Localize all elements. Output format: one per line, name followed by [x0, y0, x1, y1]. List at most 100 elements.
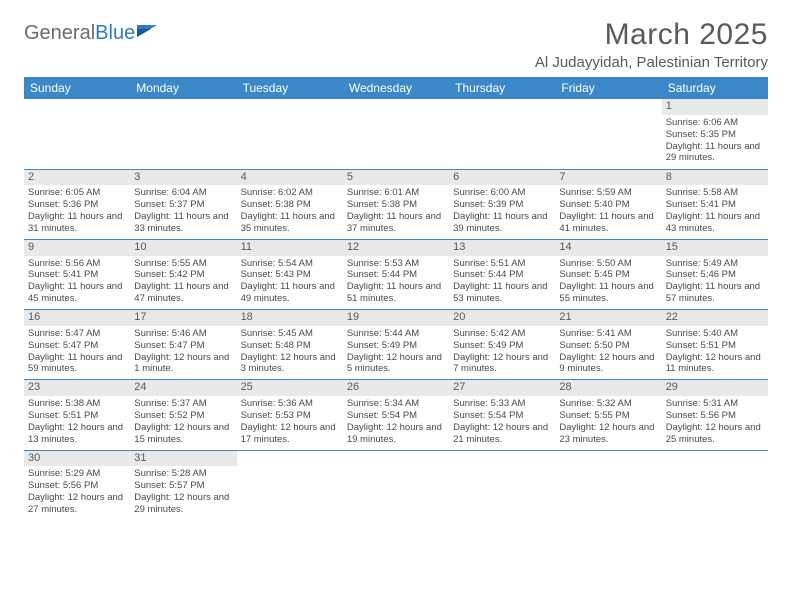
calendar-cell: 13Sunrise: 5:51 AMSunset: 5:44 PMDayligh…: [449, 239, 555, 309]
calendar-cell: 26Sunrise: 5:34 AMSunset: 5:54 PMDayligh…: [343, 380, 449, 450]
calendar-row: 1 Sunrise: 6:06 AMSunset: 5:35 PMDaylight…: [24, 99, 768, 169]
day-number: 14: [555, 240, 661, 256]
day-number: 31: [130, 451, 236, 467]
calendar-cell: 12 Sunrise: 5:53 AMSunset: 5:44 PMDayligh…: [343, 239, 449, 309]
calendar-cell: [449, 450, 555, 520]
day-data: Sunrise: 5:53 AMSunset: 5:44 PMDaylight:…: [347, 258, 445, 306]
weekday-header: Friday: [555, 77, 661, 99]
calendar-cell: [449, 99, 555, 169]
calendar-row: 23Sunrise: 5:38 AMSunset: 5:51 PMDayligh…: [24, 380, 768, 450]
day-number: 20: [449, 310, 555, 326]
title-block: March 2025 Al Judayyidah, Palestinian Te…: [535, 18, 768, 71]
day-data: Sunrise: 5:32 AMSunset: 5:55 PMDaylight:…: [559, 398, 657, 446]
day-number: 22: [662, 310, 768, 326]
day-number: 28: [555, 380, 661, 396]
weekday-header: Wednesday: [343, 77, 449, 99]
day-number: 4: [237, 170, 343, 186]
calendar-cell: 28 Sunrise: 5:32 AMSunset: 5:55 PMDayligh…: [555, 380, 661, 450]
day-number: 3: [130, 170, 236, 186]
day-data: Sunrise: 5:28 AMSunset: 5:57 PMDaylight:…: [134, 468, 232, 516]
day-data: Sunrise: 5:44 AMSunset: 5:49 PMDaylight:…: [347, 328, 445, 376]
calendar-cell: [555, 450, 661, 520]
day-data: Sunrise: 5:46 AMSunset: 5:47 PMDaylight:…: [134, 328, 232, 376]
day-number: 6: [449, 170, 555, 186]
calendar-cell: [555, 99, 661, 169]
weekday-header: Saturday: [662, 77, 768, 99]
calendar-row: 30Sunrise: 5:29 AMSunset: 5:56 PMDayligh…: [24, 450, 768, 520]
calendar-cell: 25 Sunrise: 5:36 AMSunset: 5:53 PMDayligh…: [237, 380, 343, 450]
calendar-cell: 2Sunrise: 6:05 AMSunset: 5:36 PMDaylight…: [24, 169, 130, 239]
day-number: 18: [237, 310, 343, 326]
day-data: Sunrise: 5:36 AMSunset: 5:53 PMDaylight:…: [241, 398, 339, 446]
flag-icon: [137, 23, 159, 44]
day-number: 25: [237, 380, 343, 396]
day-data: Sunrise: 5:55 AMSunset: 5:42 PMDaylight:…: [134, 258, 232, 306]
weekday-header: Sunday: [24, 77, 130, 99]
calendar-cell: 19Sunrise: 5:44 AMSunset: 5:49 PMDayligh…: [343, 310, 449, 380]
day-number: 13: [449, 240, 555, 256]
day-data: Sunrise: 6:01 AMSunset: 5:38 PMDaylight:…: [347, 187, 445, 235]
day-number: 8: [662, 170, 768, 186]
page-title: March 2025: [535, 18, 768, 52]
day-number: 2: [24, 170, 130, 186]
day-data: Sunrise: 5:31 AMSunset: 5:56 PMDaylight:…: [666, 398, 764, 446]
calendar-cell: 3Sunrise: 6:04 AMSunset: 5:37 PMDaylight…: [130, 169, 236, 239]
day-data: Sunrise: 5:56 AMSunset: 5:41 PMDaylight:…: [28, 258, 126, 306]
day-number: 5: [343, 170, 449, 186]
calendar-cell: 18Sunrise: 5:45 AMSunset: 5:48 PMDayligh…: [237, 310, 343, 380]
calendar-cell: 6Sunrise: 6:00 AMSunset: 5:39 PMDaylight…: [449, 169, 555, 239]
day-number: 29: [662, 380, 768, 396]
calendar-cell: [237, 99, 343, 169]
calendar-cell: 10Sunrise: 5:55 AMSunset: 5:42 PMDayligh…: [130, 239, 236, 309]
calendar-cell: 27 Sunrise: 5:33 AMSunset: 5:54 PMDayligh…: [449, 380, 555, 450]
day-data: Sunrise: 6:05 AMSunset: 5:36 PMDaylight:…: [28, 187, 126, 235]
logo-text-2: Blue: [95, 22, 135, 45]
calendar-cell: [343, 450, 449, 520]
day-data: Sunrise: 5:29 AMSunset: 5:56 PMDaylight:…: [28, 468, 126, 516]
day-data: Sunrise: 5:33 AMSunset: 5:54 PMDaylight:…: [453, 398, 551, 446]
calendar-cell: 7Sunrise: 5:59 AMSunset: 5:40 PMDaylight…: [555, 169, 661, 239]
calendar-cell: [662, 450, 768, 520]
weekday-header: Monday: [130, 77, 236, 99]
day-data: Sunrise: 5:40 AMSunset: 5:51 PMDaylight:…: [666, 328, 764, 376]
day-data: Sunrise: 5:54 AMSunset: 5:43 PMDaylight:…: [241, 258, 339, 306]
calendar-row: 16Sunrise: 5:47 AMSunset: 5:47 PMDayligh…: [24, 310, 768, 380]
calendar-cell: 31Sunrise: 5:28 AMSunset: 5:57 PMDayligh…: [130, 450, 236, 520]
day-number: 23: [24, 380, 130, 396]
day-data: Sunrise: 6:04 AMSunset: 5:37 PMDaylight:…: [134, 187, 232, 235]
calendar-cell: [343, 99, 449, 169]
day-number: 30: [24, 451, 130, 467]
day-data: Sunrise: 5:47 AMSunset: 5:47 PMDaylight:…: [28, 328, 126, 376]
calendar-cell: 22 Sunrise: 5:40 AMSunset: 5:51 PMDayligh…: [662, 310, 768, 380]
day-data: Sunrise: 5:59 AMSunset: 5:40 PMDaylight:…: [559, 187, 657, 235]
calendar-cell: 8Sunrise: 5:58 AMSunset: 5:41 PMDaylight…: [662, 169, 768, 239]
day-data: Sunrise: 5:50 AMSunset: 5:45 PMDaylight:…: [559, 258, 657, 306]
calendar-cell: 17Sunrise: 5:46 AMSunset: 5:47 PMDayligh…: [130, 310, 236, 380]
day-data: Sunrise: 5:58 AMSunset: 5:41 PMDaylight:…: [666, 187, 764, 235]
calendar-cell: 29 Sunrise: 5:31 AMSunset: 5:56 PMDayligh…: [662, 380, 768, 450]
calendar-cell: 4Sunrise: 6:02 AMSunset: 5:38 PMDaylight…: [237, 169, 343, 239]
day-number: 27: [449, 380, 555, 396]
calendar-cell: 30Sunrise: 5:29 AMSunset: 5:56 PMDayligh…: [24, 450, 130, 520]
day-number: 1: [662, 99, 768, 115]
day-data: Sunrise: 6:06 AMSunset: 5:35 PMDaylight:…: [666, 117, 764, 165]
day-number: 21: [555, 310, 661, 326]
day-number: 11: [237, 240, 343, 256]
day-number: 7: [555, 170, 661, 186]
day-data: Sunrise: 5:49 AMSunset: 5:46 PMDaylight:…: [666, 258, 764, 306]
logo-text-1: General: [24, 22, 95, 45]
calendar-cell: 20Sunrise: 5:42 AMSunset: 5:49 PMDayligh…: [449, 310, 555, 380]
day-data: Sunrise: 5:41 AMSunset: 5:50 PMDaylight:…: [559, 328, 657, 376]
calendar-row: 2Sunrise: 6:05 AMSunset: 5:36 PMDaylight…: [24, 169, 768, 239]
calendar-cell: [24, 99, 130, 169]
day-data: Sunrise: 5:37 AMSunset: 5:52 PMDaylight:…: [134, 398, 232, 446]
weekday-header-row: SundayMondayTuesdayWednesdayThursdayFrid…: [24, 77, 768, 99]
calendar-table: SundayMondayTuesdayWednesdayThursdayFrid…: [24, 77, 768, 520]
calendar-cell: 11 Sunrise: 5:54 AMSunset: 5:43 PMDayligh…: [237, 239, 343, 309]
calendar-cell: 16Sunrise: 5:47 AMSunset: 5:47 PMDayligh…: [24, 310, 130, 380]
day-number: 12: [343, 240, 449, 256]
day-data: Sunrise: 6:02 AMSunset: 5:38 PMDaylight:…: [241, 187, 339, 235]
day-data: Sunrise: 5:34 AMSunset: 5:54 PMDaylight:…: [347, 398, 445, 446]
calendar-cell: 9Sunrise: 5:56 AMSunset: 5:41 PMDaylight…: [24, 239, 130, 309]
header: GeneralBlue March 2025 Al Judayyidah, Pa…: [24, 18, 768, 71]
